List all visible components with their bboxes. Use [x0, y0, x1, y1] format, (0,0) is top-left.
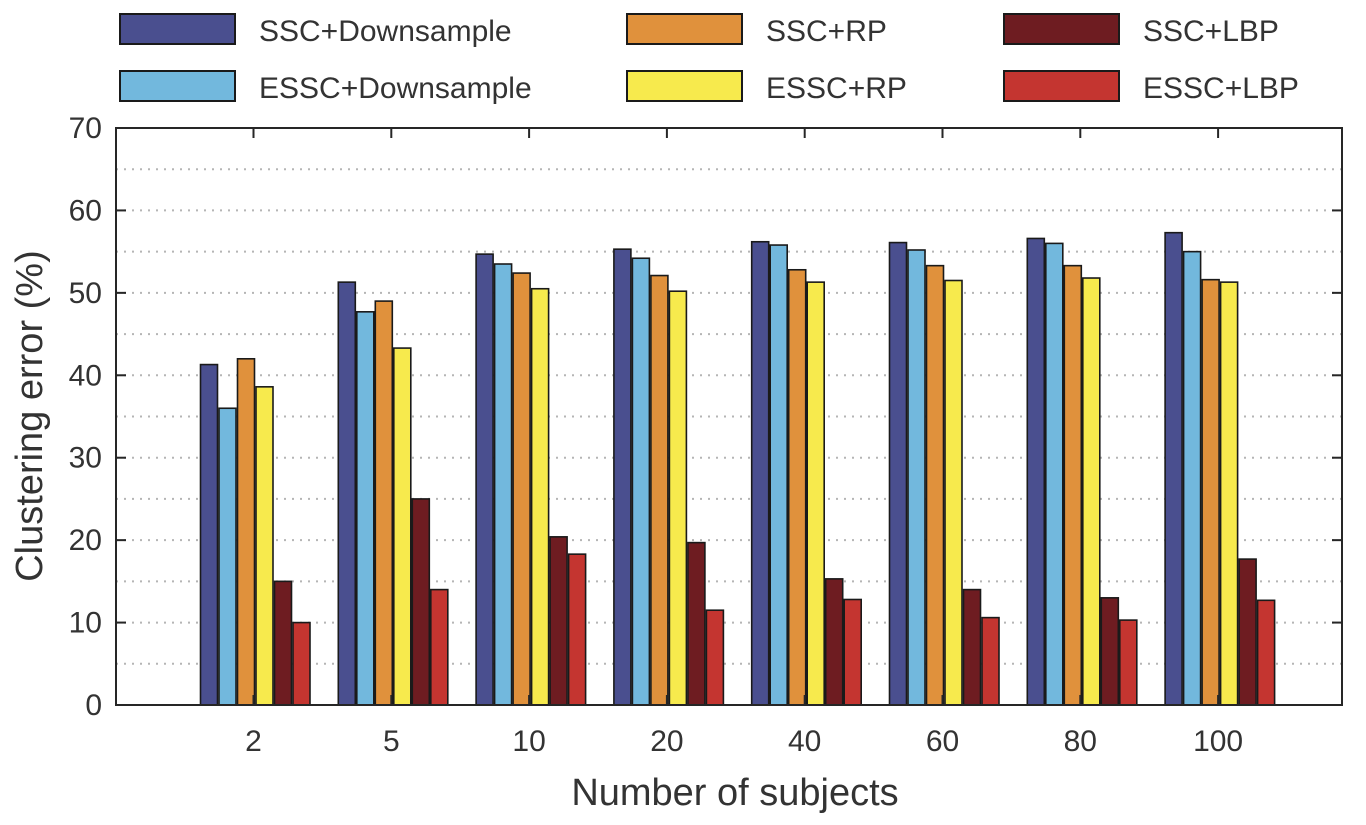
bar — [650, 274, 669, 706]
legend: SSC+Downsample ESSC+Downsample SSC+RP ESSC+… — [119, 13, 1299, 105]
bar — [1082, 277, 1101, 706]
bar — [1164, 231, 1183, 706]
legend-swatch — [1003, 13, 1120, 45]
bar — [1100, 597, 1120, 706]
y-tick-label: 50 — [69, 277, 102, 310]
bar — [355, 311, 375, 706]
bar — [273, 580, 293, 706]
x-tick-label: 10 — [512, 725, 545, 758]
bar — [1201, 278, 1220, 706]
y-tick-label: 30 — [69, 442, 102, 475]
bar — [1063, 264, 1083, 706]
legend-swatch — [626, 13, 743, 45]
bar — [549, 536, 568, 706]
bar — [236, 357, 256, 706]
legend-swatch — [119, 70, 236, 102]
legend-label: SSC+LBP — [1143, 15, 1279, 48]
bar — [705, 609, 725, 706]
legend-label: ESSC+RP — [766, 72, 907, 105]
bar — [255, 386, 274, 706]
legend-label: ESSC+Downsample — [259, 72, 532, 105]
bar — [1119, 619, 1138, 706]
x-tick-label: 2 — [245, 725, 262, 758]
x-tick-label: 40 — [788, 725, 821, 758]
legend-label: SSC+RP — [766, 15, 887, 48]
bar — [1045, 242, 1064, 706]
y-tick-label: 40 — [69, 359, 102, 392]
plot-frame — [115, 127, 1343, 706]
bar — [824, 578, 844, 706]
gridlines — [116, 168, 1342, 665]
x-tick-label: 20 — [650, 725, 683, 758]
bar — [769, 244, 789, 706]
bar — [1219, 281, 1239, 706]
bar — [687, 541, 706, 706]
x-axis-title: Number of subjects — [571, 772, 898, 814]
legend-swatch — [119, 13, 236, 45]
y-tick-label: 20 — [69, 524, 102, 557]
bar — [411, 498, 431, 706]
bar — [512, 272, 531, 706]
bar — [888, 241, 908, 706]
bar — [787, 268, 807, 706]
bar — [843, 598, 863, 706]
x-tick-label: 80 — [1064, 725, 1097, 758]
bar — [925, 264, 945, 706]
bar — [668, 290, 688, 706]
bar — [1182, 250, 1202, 706]
bar — [631, 257, 651, 706]
legend-swatch — [1003, 70, 1120, 102]
bar — [493, 263, 513, 706]
bar — [530, 287, 550, 706]
y-tick-label: 10 — [69, 607, 102, 640]
bar — [907, 249, 926, 706]
bar — [199, 363, 219, 706]
x-tick-label: 100 — [1193, 725, 1243, 758]
bar — [337, 281, 357, 706]
bar — [981, 616, 1000, 706]
bar — [475, 253, 494, 706]
bar — [806, 281, 826, 706]
bar — [944, 279, 963, 706]
bars — [199, 231, 1276, 706]
x-tick-label: 5 — [383, 725, 400, 758]
bar — [613, 248, 632, 706]
legend-swatch — [626, 70, 743, 102]
bar — [1238, 558, 1257, 706]
bar — [374, 300, 394, 706]
y-tick-label: 0 — [85, 689, 102, 722]
bar — [392, 347, 412, 706]
y-tick-label: 70 — [69, 112, 102, 145]
bar — [567, 553, 587, 706]
bar — [218, 407, 237, 706]
x-tick-label: 60 — [926, 725, 959, 758]
y-axis-title: Clustering error (%) — [9, 250, 51, 582]
bar — [962, 588, 982, 706]
legend-label: SSC+Downsample — [259, 15, 512, 48]
axes: 0 10 20 30 40 50 60 70 2 5 10 20 40 60 80 100 — [69, 112, 1342, 758]
bar — [1026, 237, 1046, 706]
bar — [429, 588, 449, 706]
bar — [750, 240, 770, 706]
bar — [1256, 599, 1276, 706]
y-tick-label: 60 — [69, 194, 102, 227]
bar — [292, 621, 311, 706]
legend-label: ESSC+LBP — [1143, 72, 1299, 105]
